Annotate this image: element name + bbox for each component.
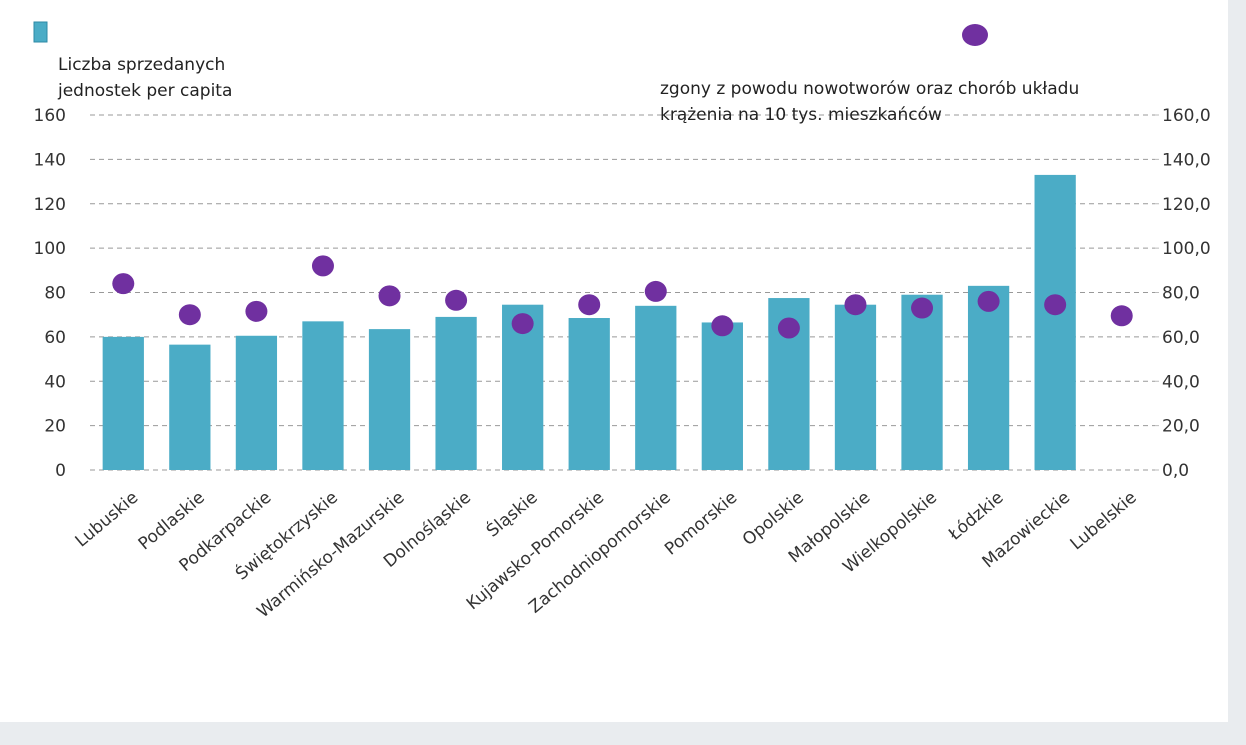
x-tick-label: Lubuskie	[72, 488, 143, 552]
point	[378, 285, 401, 307]
point	[245, 300, 268, 322]
y-tick-label: 140	[34, 150, 66, 170]
bar	[901, 294, 943, 470]
y2-tick-label: 0,0	[1162, 461, 1189, 481]
y-tick-label: 120	[34, 195, 66, 215]
bar	[635, 305, 677, 470]
point	[911, 297, 934, 319]
x-tick-label: Lubelskie	[1067, 488, 1141, 555]
bar	[169, 344, 211, 470]
y-tick-label: 20	[44, 417, 66, 437]
point	[844, 294, 867, 316]
point	[644, 280, 667, 302]
bar	[368, 329, 411, 470]
point	[1044, 294, 1067, 316]
point	[112, 273, 135, 295]
bar	[701, 322, 743, 470]
x-tick-label: Śląskie	[482, 486, 542, 541]
y2-tick-label: 120,0	[1162, 195, 1211, 215]
y-tick-label: 40	[44, 372, 66, 392]
legend-swatch	[33, 21, 48, 43]
y-tick-label: 0	[55, 461, 66, 481]
bar	[1034, 174, 1076, 470]
y2-tick-label: 140,0	[1162, 150, 1211, 170]
point	[977, 290, 1000, 312]
y-tick-label: 100	[34, 239, 66, 259]
legend-swatch	[962, 24, 988, 46]
bar	[568, 318, 610, 470]
bar	[302, 321, 344, 470]
point	[178, 304, 201, 326]
x-tick-label: Pomorskie	[661, 488, 741, 560]
y2-tick-label: 160,0	[1162, 106, 1211, 126]
y-tick-label: 60	[44, 328, 66, 348]
y2-tick-label: 40,0	[1162, 372, 1200, 392]
y-tick-label: 160	[34, 106, 66, 126]
point	[1110, 305, 1133, 327]
point	[777, 317, 800, 339]
point	[311, 255, 334, 277]
bar	[235, 335, 278, 470]
bar	[435, 316, 477, 470]
x-tick-label: Łódzkie	[944, 488, 1007, 546]
y2-tick-label: 20,0	[1162, 417, 1200, 437]
bar	[967, 285, 1010, 470]
point	[511, 313, 534, 335]
y2-tick-label: 80,0	[1162, 284, 1200, 304]
point	[578, 294, 601, 316]
bar	[834, 304, 877, 470]
legend-label: zgony z powodu nowotworów oraz chorób uk…	[660, 79, 1080, 125]
point	[445, 289, 468, 311]
point	[711, 315, 734, 337]
y-tick-label: 80	[44, 284, 66, 304]
legend-label: Liczba sprzedanych jednostek per capita	[58, 55, 233, 101]
y2-tick-label: 60,0	[1162, 328, 1200, 348]
bar	[102, 336, 144, 470]
y2-tick-label: 100,0	[1162, 239, 1211, 259]
